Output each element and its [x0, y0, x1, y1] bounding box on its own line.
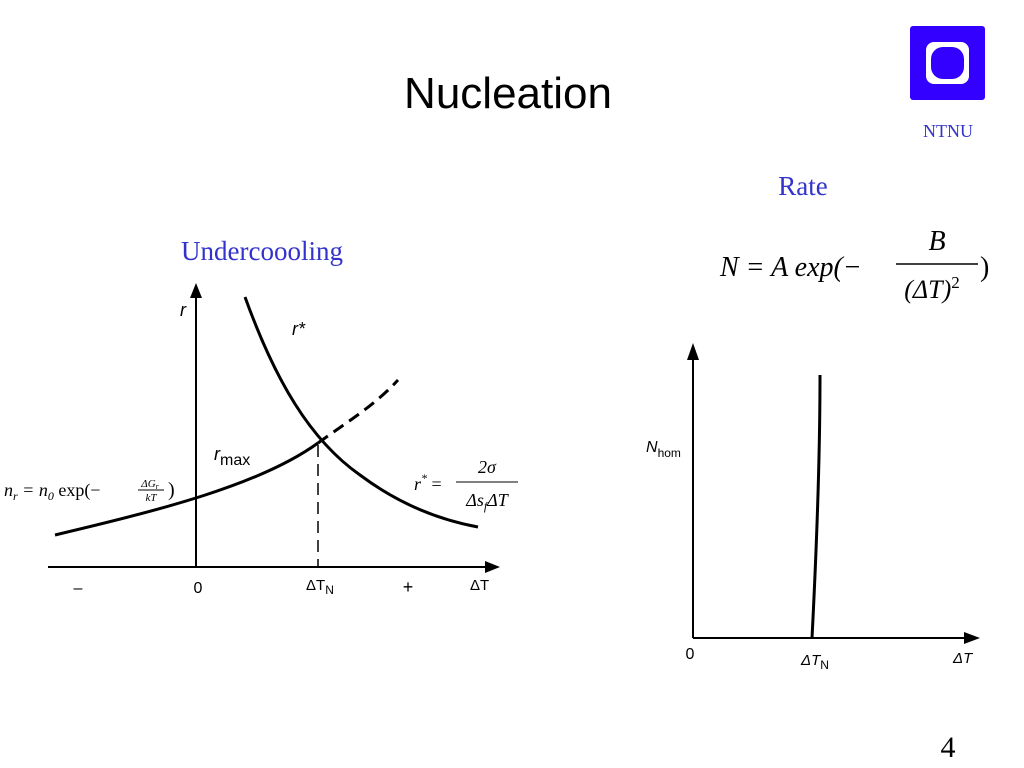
f: *: [421, 471, 427, 485]
formula-nr: nr = n0 exp(− ΔGr kT ): [4, 478, 175, 504]
tick-label: +: [403, 577, 414, 597]
formula-part: ): [168, 479, 175, 501]
curve-rmax-dashed: [317, 378, 400, 445]
left-heading: Undercoooling: [181, 236, 343, 266]
formula-part: r* =: [414, 471, 442, 494]
right-heading: Rate: [778, 171, 827, 201]
label-sub: N: [820, 658, 829, 672]
logo-text: NTNU: [923, 121, 973, 141]
curve-rstar: [243, 296, 479, 529]
formula-num: 2σ: [478, 457, 497, 477]
label-sub: N: [325, 583, 334, 597]
formula-num: ΔGr: [140, 478, 159, 491]
f: r: [156, 482, 160, 491]
curve-label: r*: [292, 319, 306, 339]
right-diagram: Nhom 0 ΔTN ΔT: [646, 343, 980, 672]
f: r: [414, 474, 422, 494]
arrow: [485, 561, 500, 573]
f: 2: [951, 273, 960, 292]
f: Δs: [465, 490, 484, 510]
formula-num: B: [928, 226, 945, 257]
left-diagram: r r* rmax – 0 ΔTN + ΔT nr = n0 exp(− ΔGr…: [4, 283, 518, 597]
tick-label: 0: [686, 646, 695, 663]
f: n: [4, 480, 13, 500]
f: f: [484, 499, 489, 513]
axis-label: ΔT: [470, 577, 489, 594]
page-number: 4: [941, 731, 956, 764]
formula-part: ): [980, 252, 989, 283]
formula-den: (ΔT)2: [904, 273, 960, 304]
f: = n: [18, 480, 48, 500]
label-main: ΔT: [306, 577, 325, 594]
title: Nucleation: [404, 69, 612, 118]
tick-label: –: [74, 580, 83, 597]
f: r: [13, 489, 18, 503]
formula-part: N = A exp(−: [719, 252, 862, 283]
label-sub: max: [220, 452, 250, 469]
axis-label: r: [180, 300, 187, 320]
f: 0: [48, 489, 54, 503]
tick-label: 0: [194, 580, 203, 597]
label-main: r: [214, 444, 221, 464]
arrow: [687, 343, 699, 360]
formula-part: nr = n0 exp(−: [4, 480, 100, 503]
curve-label: rmax: [214, 444, 250, 469]
label-main: N: [646, 439, 658, 456]
f: ΔT: [486, 490, 510, 510]
rate-curve: [810, 374, 822, 639]
formula-den: kT: [146, 492, 158, 504]
formula-rate: N = A exp(− B (ΔT)2 ): [719, 226, 989, 304]
formula-rstar: r* = 2σ ΔsfΔT: [414, 457, 518, 513]
arrow: [964, 632, 980, 644]
f: =: [427, 474, 442, 494]
axis-label: ΔT: [952, 650, 974, 667]
arrow: [190, 283, 202, 298]
label-main: ΔT: [800, 652, 822, 669]
f: (ΔT): [904, 275, 951, 304]
label-sub: hom: [658, 446, 681, 460]
tick-label: ΔTN: [800, 652, 829, 672]
axis-label: Nhom: [646, 439, 681, 460]
formula-den: ΔsfΔT: [465, 490, 509, 513]
logo-core: [931, 47, 964, 79]
tick-label: ΔTN: [306, 577, 334, 597]
f: exp(−: [54, 480, 101, 501]
f: ΔG: [140, 478, 155, 490]
curve-rmax: [54, 441, 319, 537]
